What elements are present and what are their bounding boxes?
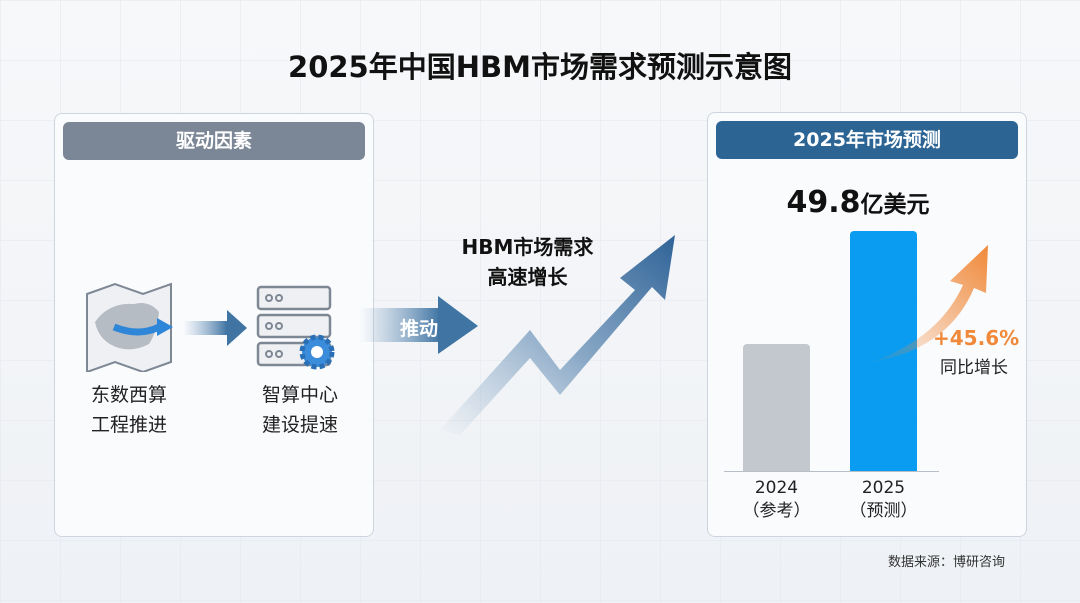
push-arrow [360,296,478,354]
driver-item-computing-center: 智算中心 建设提速 [261,384,338,436]
growth-label: HBM市场需求 高速增长 [461,235,594,289]
server-gear-icon [256,285,335,370]
yoy-label: 同比增长 [940,358,1008,378]
forecast-header: 2025年市场预测 [716,121,1018,159]
bar-2024 [743,343,810,471]
growth-arrow [440,235,675,435]
arrow-right-icon [183,310,247,346]
push-label: 推动 [400,318,439,340]
growth-curve-arrow [868,245,988,363]
china-map-icon [86,282,173,372]
forecast-value: 49.8亿美元 [786,185,930,220]
bar-label-2025: 2025 （预测） [849,478,918,521]
data-source: 数据来源：博研咨询 [888,555,1006,570]
driver-item-east-west: 东数西算 工程推进 [90,384,167,436]
page-title: 2025年中国HBM市场需求预测示意图 [288,50,792,84]
bar-label-2024: 2024 （参考） [742,478,811,521]
drivers-panel: 驱动因素 东数西算 工程推进 智算中心 建设提速 [54,113,374,537]
drivers-header: 驱动因素 [63,122,365,160]
yoy-change: +45.6% [933,326,1020,350]
chart-baseline [724,471,939,472]
forecast-panel: 2025年市场预测 49.8亿美元 2024 （参考） 2025 （预测） +45.… [707,112,1027,537]
